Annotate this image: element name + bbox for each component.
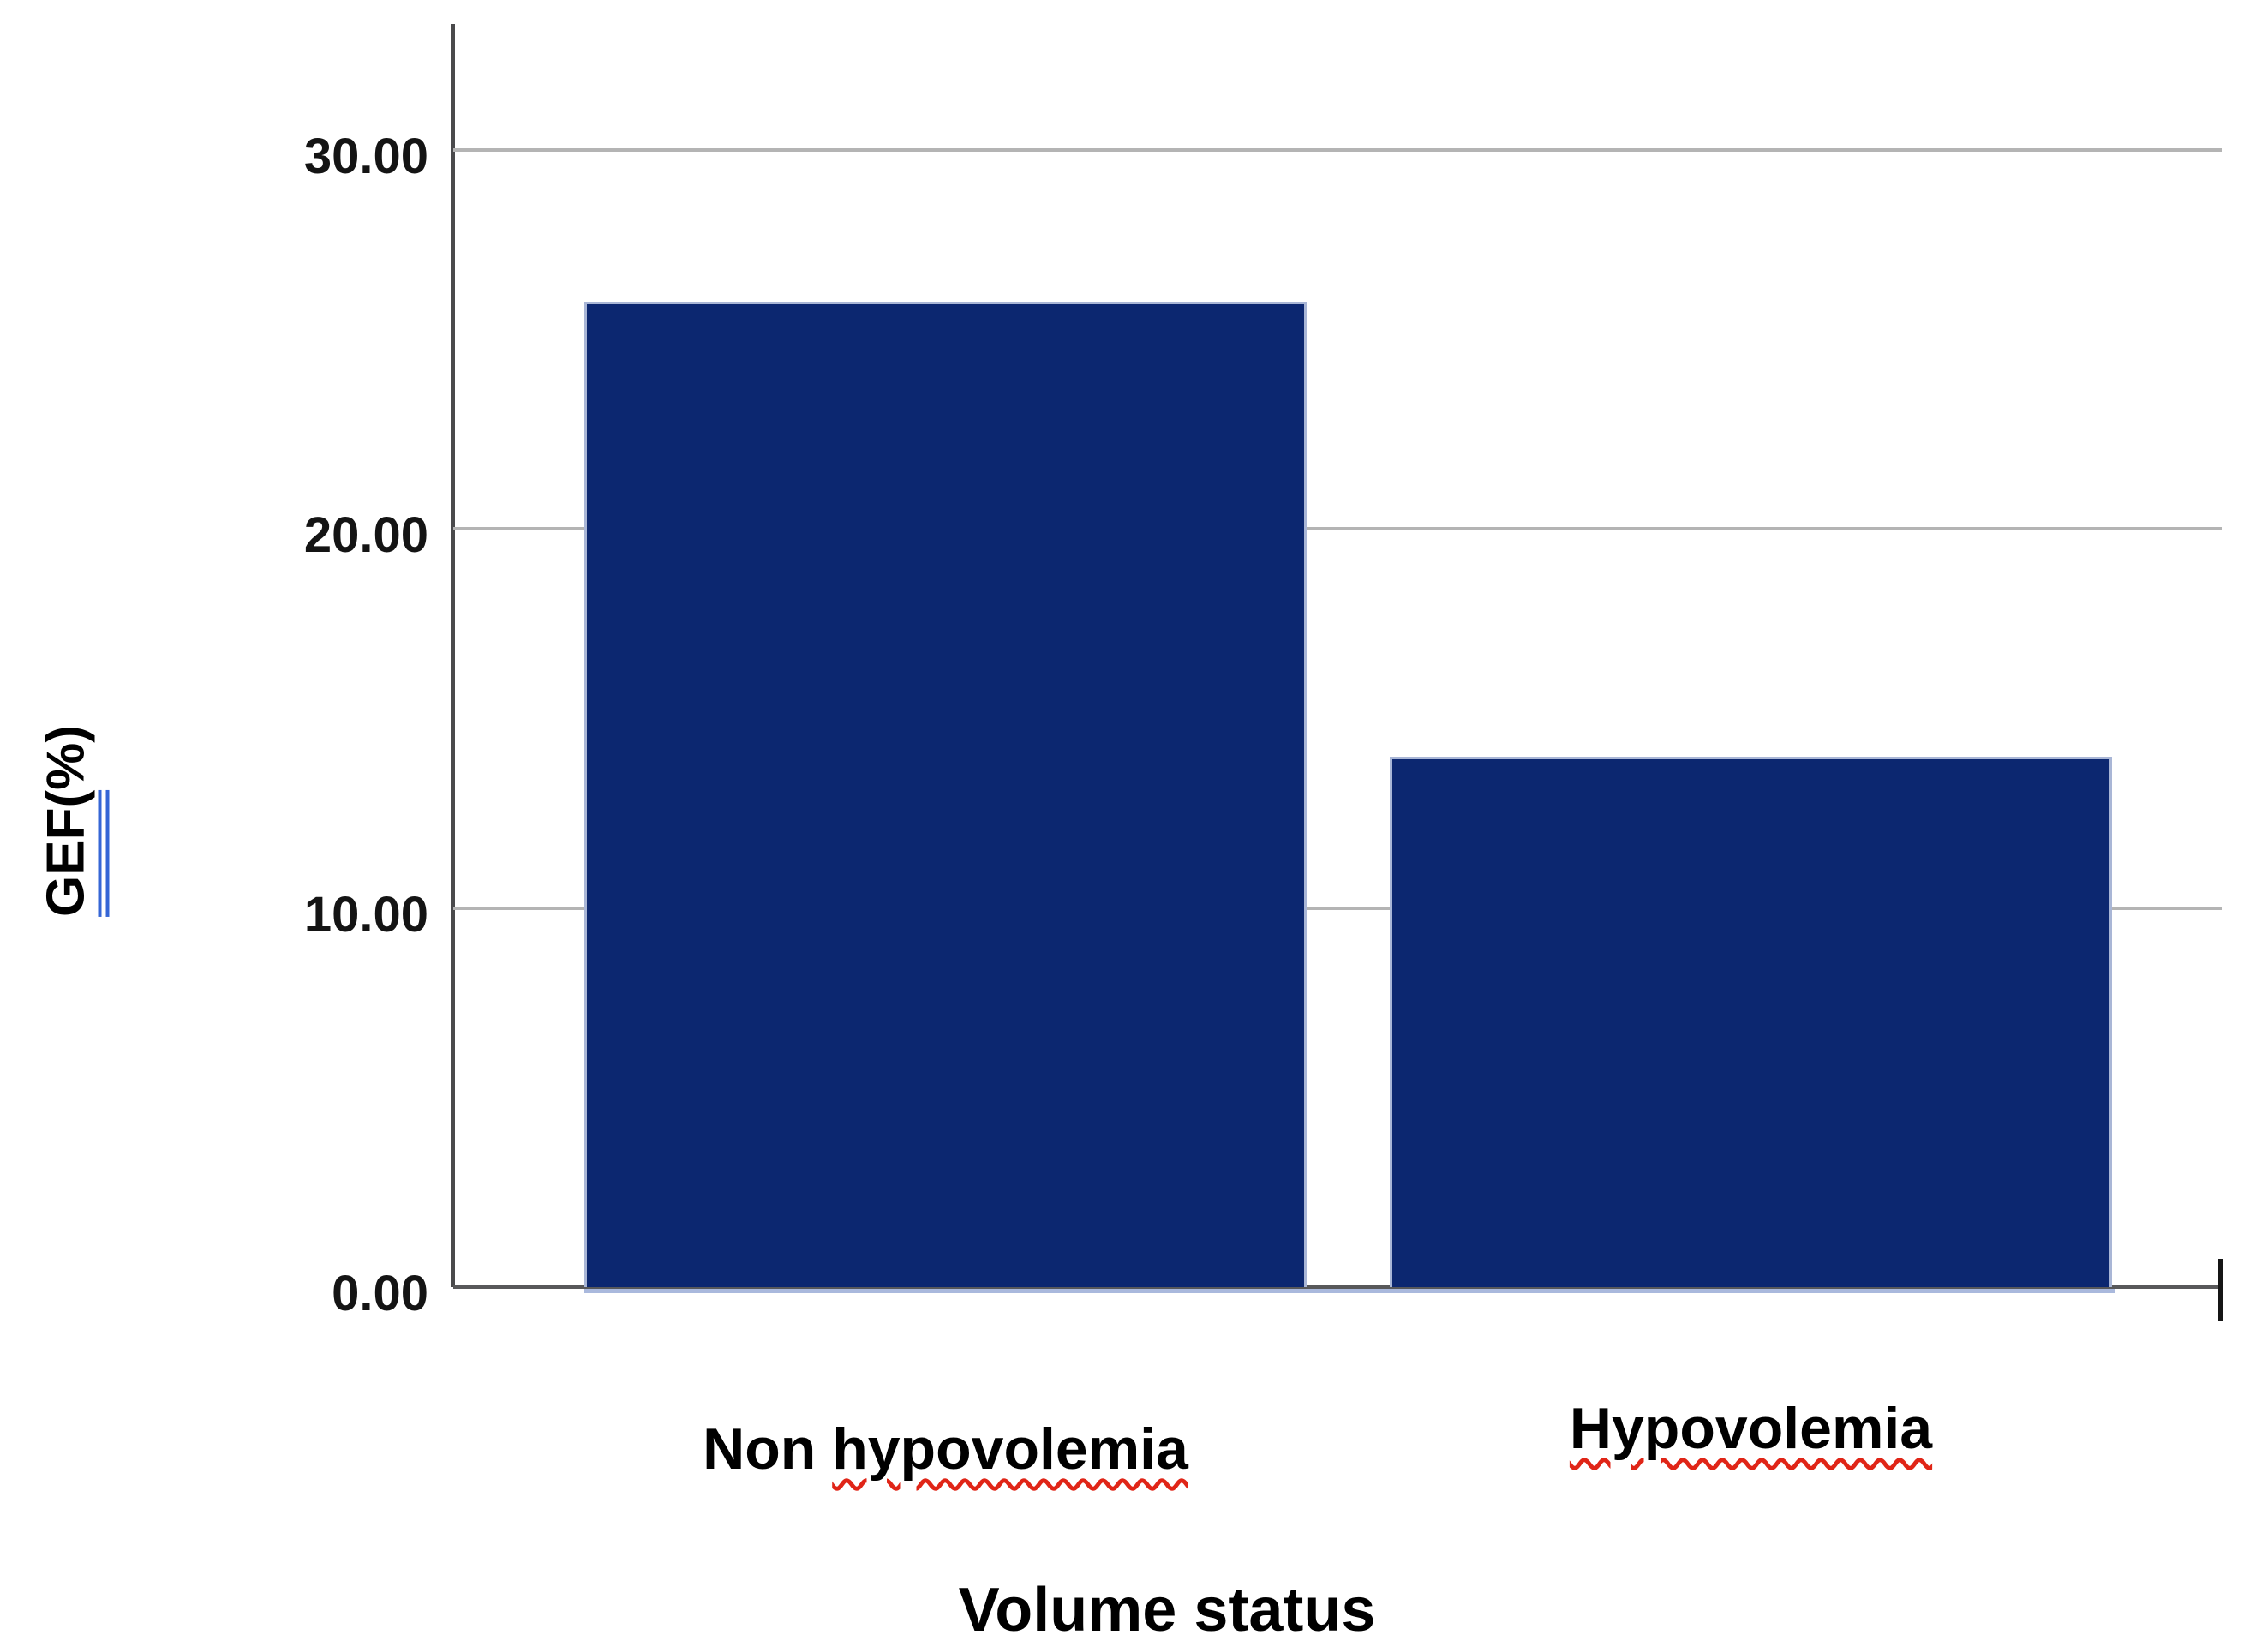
category-axis-underline bbox=[584, 1289, 2115, 1293]
gridline-30.00 bbox=[453, 148, 2222, 153]
y-axis-label: GEF(%) bbox=[36, 725, 110, 917]
bar-2 bbox=[1390, 757, 2112, 1287]
y-tick-label: 10.00 bbox=[303, 886, 428, 943]
y-tick-label: 0.00 bbox=[332, 1266, 428, 1321]
gridline-20.00 bbox=[453, 527, 2222, 531]
gridline-10.00 bbox=[453, 906, 2222, 910]
y-axis-label-rest: %) bbox=[36, 725, 96, 790]
y-tick-label: 30.00 bbox=[303, 129, 428, 185]
axis-end-tick bbox=[2218, 1259, 2223, 1321]
bar-1 bbox=[584, 302, 1307, 1287]
category-label-misspelled-word: hypovolemia bbox=[832, 1416, 1188, 1482]
y-axis-label-grammar-underlined: GEF( bbox=[36, 789, 110, 917]
category-label: Non hypovolemia bbox=[703, 1416, 1188, 1482]
x-axis-label: Volume status bbox=[958, 1576, 1376, 1644]
y-axis-line bbox=[451, 24, 455, 1287]
category-label-misspelled-word: Hypovolemia bbox=[1569, 1396, 1933, 1461]
x-axis-baseline bbox=[453, 1285, 2222, 1289]
category-label-prefix: Non bbox=[703, 1416, 833, 1482]
y-tick-label: 20.00 bbox=[303, 507, 428, 564]
category-label: Hypovolemia bbox=[1570, 1395, 1932, 1462]
